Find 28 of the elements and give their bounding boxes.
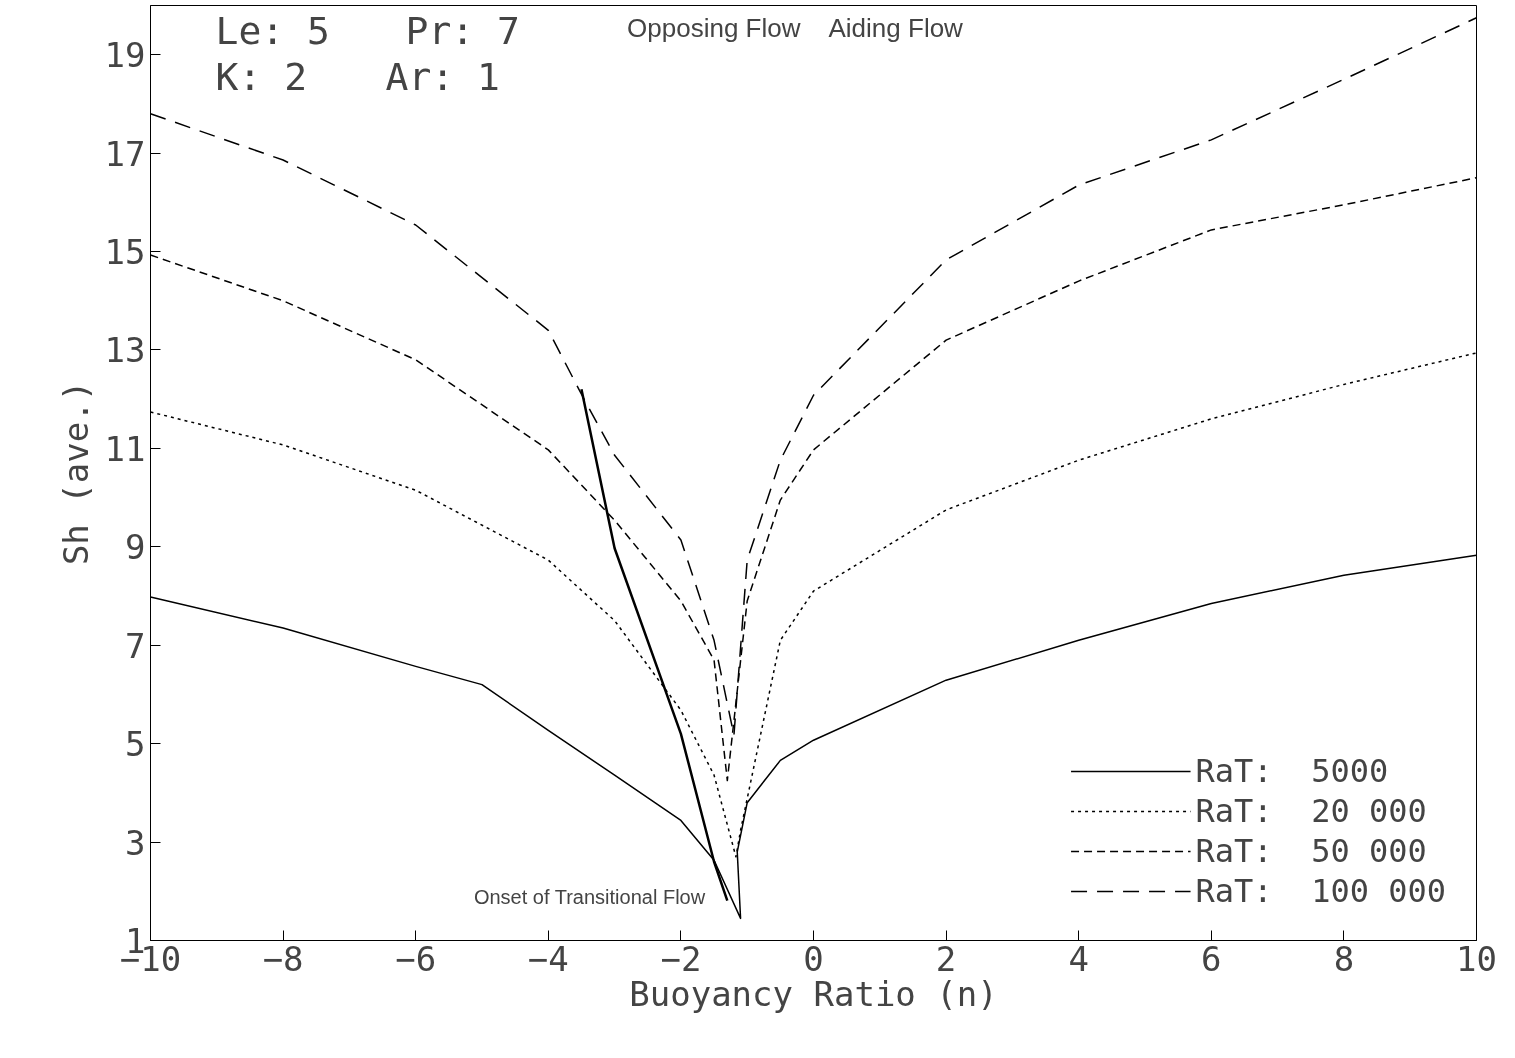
legend-label: RaT: 100 000 <box>1195 872 1446 910</box>
x-tick-label: 10 <box>1456 938 1497 979</box>
y-tick-label: 19 <box>104 35 146 76</box>
annotation: Ar: 1 <box>385 54 500 99</box>
y-tick-label: 13 <box>104 330 146 371</box>
legend-label: RaT: 5000 <box>1195 752 1389 790</box>
x-tick-label: 4 <box>1068 938 1089 979</box>
annotation: Onset of Transitional Flow <box>473 885 706 908</box>
y-tick-label: 15 <box>104 232 146 273</box>
x-tick-label: −8 <box>262 938 304 979</box>
x-tick-label: −4 <box>527 938 569 979</box>
annotation: Aiding Flow <box>828 12 964 43</box>
y-tick-label: 9 <box>125 527 146 568</box>
y-tick-label: 7 <box>125 625 146 666</box>
y-axis-title: Sh (ave.) <box>55 380 96 566</box>
x-tick-label: 6 <box>1201 938 1222 979</box>
annotation: Pr: 7 <box>405 8 520 53</box>
y-tick-label: 11 <box>104 428 146 469</box>
y-tick-label: 17 <box>104 133 146 174</box>
legend-label: RaT: 20 000 <box>1195 792 1427 830</box>
annotation: Opposing Flow <box>627 12 801 43</box>
legend-label: RaT: 50 000 <box>1195 832 1427 870</box>
y-tick-label: 3 <box>125 822 146 863</box>
x-tick-label: −6 <box>395 938 437 979</box>
annotation: K: 2 <box>215 54 308 99</box>
y-tick-label: 5 <box>125 724 146 765</box>
annotation: Le: 5 <box>215 8 330 53</box>
x-tick-label: 8 <box>1333 938 1355 979</box>
